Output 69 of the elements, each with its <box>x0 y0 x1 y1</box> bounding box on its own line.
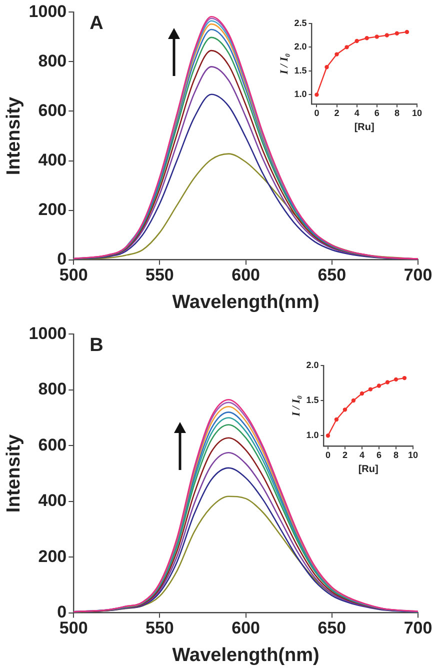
y-tick-label: 1.5 <box>294 65 307 76</box>
point <box>402 376 407 380</box>
x-tick-label: 10 <box>408 450 418 460</box>
x-tick-label: 600 <box>232 266 260 285</box>
y-tick-label: 2.5 <box>294 18 307 28</box>
y-tick-label: 400 <box>38 150 67 170</box>
y-tick-label: 1000 <box>28 324 67 343</box>
y-axis-title: Intensity <box>4 434 25 513</box>
x-axis-title: [Ru] <box>354 122 374 133</box>
point <box>334 417 339 422</box>
point <box>376 384 382 388</box>
y-tick-label: 2.0 <box>306 360 319 370</box>
point <box>384 33 390 38</box>
y-tick-label: 400 <box>38 491 67 510</box>
point <box>351 398 356 403</box>
point <box>404 30 410 34</box>
point <box>394 31 400 36</box>
point <box>314 92 319 97</box>
y-tick-label: 800 <box>38 51 67 70</box>
x-tick-label: 550 <box>146 266 174 285</box>
x-tick-label: 8 <box>394 108 400 118</box>
x-tick-label: 700 <box>404 618 432 638</box>
x-tick-label: 650 <box>318 266 346 285</box>
x-tick-label: 700 <box>404 266 432 285</box>
line-series <box>124 20 316 249</box>
point <box>368 387 373 392</box>
point <box>354 38 359 44</box>
y-tick-label: 1.0 <box>294 89 307 100</box>
x-axis-title: Wavelength(nm) <box>172 292 320 313</box>
point <box>342 408 348 412</box>
y-tick-label: 1000 <box>28 2 67 21</box>
x-tick-label: 2 <box>334 108 340 118</box>
point <box>364 36 369 40</box>
y-tick-label: 200 <box>38 200 67 219</box>
chart-title: A <box>90 12 104 34</box>
point <box>334 52 339 56</box>
x-tick-label: 6 <box>374 108 380 118</box>
y-tick-label: 0 <box>57 249 67 268</box>
point <box>326 434 330 438</box>
point <box>374 34 379 39</box>
y-axis-title: I / I₀ <box>290 395 302 418</box>
x-tick-label: 650 <box>318 618 346 638</box>
y-tick-label: 2.0 <box>294 42 307 52</box>
x-tick-label: 500 <box>59 618 88 638</box>
point <box>344 45 349 50</box>
y-axis-title: I / I₀ <box>278 53 290 76</box>
x-tick-label: 550 <box>146 618 174 638</box>
y-tick-label: 1.0 <box>306 430 319 440</box>
point <box>360 391 364 396</box>
point <box>385 380 390 384</box>
x-axis-title: Wavelength(nm) <box>172 644 320 666</box>
y-tick-label: 1.5 <box>306 395 319 406</box>
y-tick-label: 200 <box>38 546 67 566</box>
x-tick-label: 8 <box>393 450 398 460</box>
x-tick-label: 600 <box>232 618 260 638</box>
x-tick-label: 6 <box>376 450 382 460</box>
x-axis-title: [Ru] <box>358 464 378 475</box>
y-axis-title: Intensity <box>4 96 25 176</box>
y-tick-label: 0 <box>57 602 67 622</box>
chart-title: B <box>90 334 104 356</box>
x-tick-label: 4 <box>359 450 364 460</box>
y-tick-label: 800 <box>38 380 67 399</box>
x-tick-label: 500 <box>59 266 88 285</box>
x-tick-label: 2 <box>342 450 348 460</box>
point <box>394 377 398 382</box>
x-tick-label: 0 <box>325 450 330 460</box>
x-tick-label: 10 <box>412 108 422 118</box>
x-tick-label: 4 <box>354 108 360 118</box>
point <box>324 65 329 70</box>
